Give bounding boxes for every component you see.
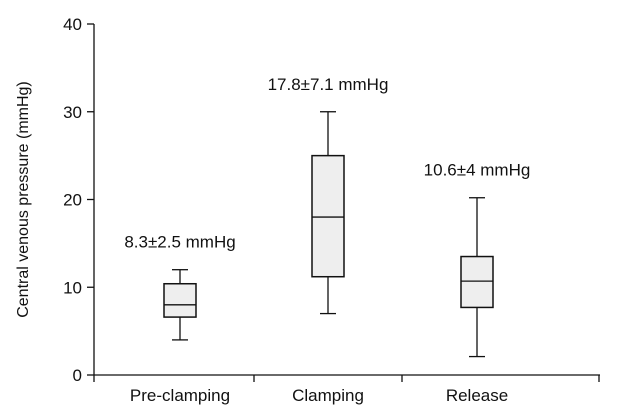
boxes: 8.3±2.5 mmHg 17.8±7.1 mmHg 10.6±4 mmHg <box>124 75 531 358</box>
y-tick-label: 0 <box>73 366 82 385</box>
iqr-box <box>460 255 494 309</box>
y-tick-label: 20 <box>63 191 82 210</box>
y-axis-title: Central venous pressure (mmHg) <box>15 81 32 318</box>
x-category-label: Release <box>446 386 508 405</box>
box-release: 10.6±4 mmHg <box>424 161 531 358</box>
iqr-box <box>311 154 345 278</box>
iqr-box <box>163 282 197 318</box>
box-annotation: 17.8±7.1 mmHg <box>268 75 389 94</box>
box-annotation: 8.3±2.5 mmHg <box>124 233 235 252</box>
x-axis: Pre-clamping Clamping Release <box>93 374 600 405</box>
y-tick-label: 30 <box>63 103 82 122</box>
box-pre-clamping: 8.3±2.5 mmHg <box>124 233 236 341</box>
y-axis: 0 10 20 30 40 <box>63 15 95 385</box>
y-tick-label: 10 <box>63 278 82 297</box>
x-category-label: Clamping <box>292 386 364 405</box>
y-tick-label: 40 <box>63 15 82 34</box>
box-clamping: 17.8±7.1 mmHg <box>268 75 389 315</box>
x-category-label: Pre-clamping <box>130 386 230 405</box>
box-annotation: 10.6±4 mmHg <box>424 161 531 180</box>
